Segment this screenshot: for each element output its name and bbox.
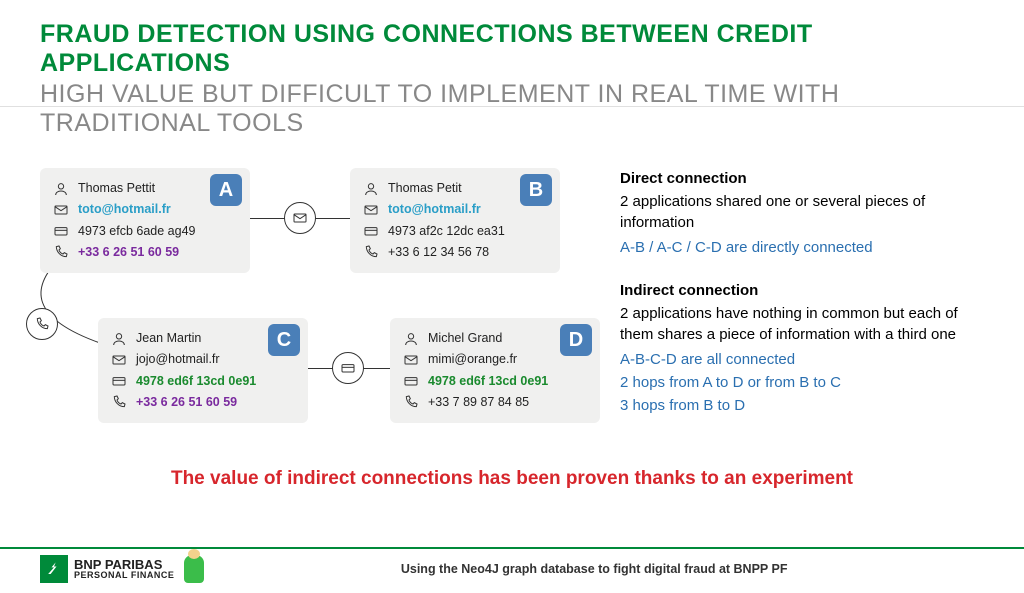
applicant-card: 4973 efcb 6ade ag49 [78, 221, 195, 242]
badge-b: B [520, 174, 552, 206]
card-icon [52, 223, 70, 239]
indirect-line-2: 2 hops from A to D or from B to C [620, 372, 984, 393]
application-card-a: A Thomas Pettit toto@hotmail.fr 4973 efc… [40, 168, 250, 273]
card-icon [110, 373, 128, 389]
indirect-line-1: A-B-C-D are all connected [620, 349, 984, 370]
applicant-email: toto@hotmail.fr [78, 199, 171, 220]
application-card-d: D Michel Grand mimi@orange.fr 4978 ed6f … [390, 318, 600, 423]
divider [0, 105, 1024, 107]
applicant-name: Thomas Pettit [78, 178, 155, 199]
badge-d: D [560, 324, 592, 356]
applicant-name: Jean Martin [136, 328, 201, 349]
applicant-phone: +33 7 89 87 84 85 [428, 392, 529, 413]
applicant-card: 4978 ed6f 13cd 0e91 [136, 371, 256, 392]
brand-logo: BNP PARIBAS PERSONAL FINANCE [40, 555, 204, 583]
direct-connection-block: Direct connection 2 applications shared … [620, 168, 984, 258]
mail-icon [52, 202, 70, 218]
connector-email-icon [284, 202, 316, 234]
footer-caption: Using the Neo4J graph database to fight … [204, 562, 984, 576]
direct-body: 2 applications shared one or several pie… [620, 191, 984, 233]
indirect-body: 2 applications have nothing in common bu… [620, 303, 984, 345]
connector-phone-icon [26, 308, 58, 340]
footer: BNP PARIBAS PERSONAL FINANCE Using the N… [0, 547, 1024, 583]
phone-icon [52, 244, 70, 260]
applicant-phone: +33 6 26 51 60 59 [136, 392, 237, 413]
mail-icon [362, 202, 380, 218]
phone-icon [110, 394, 128, 410]
badge-c: C [268, 324, 300, 356]
applicant-card: 4973 af2c 12dc ea31 [388, 221, 505, 242]
person-icon [110, 331, 128, 347]
applicant-name: Thomas Petit [388, 178, 462, 199]
mascot-icon [184, 555, 204, 583]
page-subtitle: HIGH VALUE BUT DIFFICULT TO IMPLEMENT IN… [40, 80, 984, 138]
page-title: FRAUD DETECTION USING CONNECTIONS BETWEE… [40, 20, 984, 78]
applicant-phone: +33 6 26 51 60 59 [78, 242, 179, 263]
mail-icon [110, 352, 128, 368]
applicant-phone: +33 6 12 34 56 78 [388, 242, 489, 263]
indirect-heading: Indirect connection [620, 280, 984, 301]
direct-line-1: A-B / A-C / C-D are directly connected [620, 237, 984, 258]
indirect-connection-block: Indirect connection 2 applications have … [620, 280, 984, 416]
applicant-email: jojo@hotmail.fr [136, 349, 220, 370]
applicant-name: Michel Grand [428, 328, 502, 349]
brand-sub: PERSONAL FINANCE [74, 571, 174, 580]
brand-square-icon [40, 555, 68, 583]
diagram-area: A Thomas Pettit toto@hotmail.fr 4973 efc… [40, 168, 600, 438]
phone-icon [402, 394, 420, 410]
application-card-c: C Jean Martin jojo@hotmail.fr 4978 ed6f … [98, 318, 308, 423]
person-icon [52, 181, 70, 197]
badge-a: A [210, 174, 242, 206]
applicant-card: 4978 ed6f 13cd 0e91 [428, 371, 548, 392]
explanation-panel: Direct connection 2 applications shared … [620, 168, 984, 438]
applicant-email: toto@hotmail.fr [388, 199, 481, 220]
bottom-note: The value of indirect connections has be… [40, 468, 984, 490]
mail-icon [402, 352, 420, 368]
application-card-b: B Thomas Petit toto@hotmail.fr 4973 af2c… [350, 168, 560, 273]
direct-heading: Direct connection [620, 168, 984, 189]
indirect-line-3: 3 hops from B to D [620, 395, 984, 416]
applicant-email: mimi@orange.fr [428, 349, 517, 370]
connector-card-icon [332, 352, 364, 384]
person-icon [402, 331, 420, 347]
phone-icon [362, 244, 380, 260]
person-icon [362, 181, 380, 197]
card-icon [362, 223, 380, 239]
card-icon [402, 373, 420, 389]
